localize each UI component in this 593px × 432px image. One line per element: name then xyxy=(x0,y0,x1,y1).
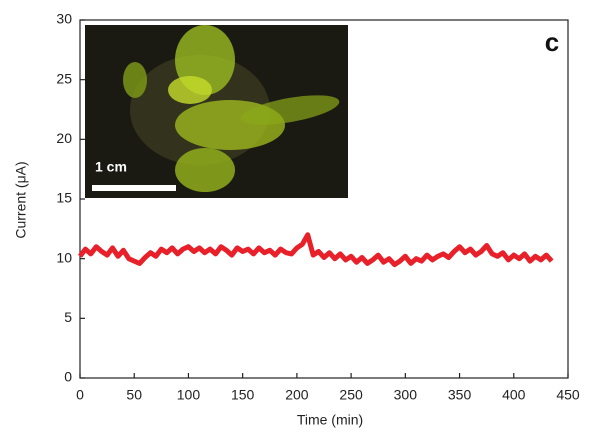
inset-image xyxy=(85,25,348,198)
scale-bar xyxy=(92,185,176,191)
x-tick-label: 0 xyxy=(76,387,84,403)
y-tick-label: 20 xyxy=(56,130,72,146)
y-tick-label: 25 xyxy=(56,70,72,86)
y-tick-label: 5 xyxy=(64,309,72,325)
x-axis-label: Time (min) xyxy=(297,412,363,428)
x-tick-label: 150 xyxy=(231,387,255,403)
x-tick-label: 350 xyxy=(448,387,472,403)
x-tick-label: 400 xyxy=(502,387,526,403)
inset-scale-label: 1 cm xyxy=(95,159,127,175)
y-axis-label: Current (μA) xyxy=(13,161,29,238)
data-line xyxy=(78,232,554,268)
y-tick-label: 15 xyxy=(56,190,72,206)
panel-label: c xyxy=(545,27,559,57)
x-tick-label: 100 xyxy=(177,387,201,403)
y-tick-label: 10 xyxy=(56,249,72,265)
x-tick-label: 250 xyxy=(339,387,363,403)
x-tick-label: 300 xyxy=(394,387,418,403)
y-tick-label: 0 xyxy=(64,369,72,385)
x-tick-label: 50 xyxy=(126,387,142,403)
y-tick-label: 30 xyxy=(56,11,72,27)
x-tick-label: 450 xyxy=(556,387,580,403)
x-tick-label: 200 xyxy=(285,387,309,403)
